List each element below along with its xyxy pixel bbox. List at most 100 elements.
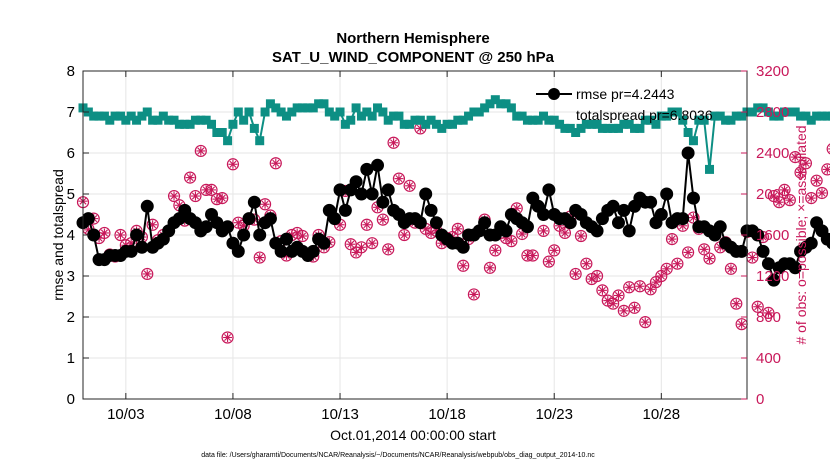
rmse-point	[376, 195, 390, 209]
totalspread-point	[94, 111, 104, 121]
obs-assimilated-point	[635, 281, 645, 291]
totalspread-point	[415, 115, 425, 125]
obs-possible-point	[805, 192, 818, 205]
totalspread-point	[828, 111, 830, 121]
obs-assimilated-point	[769, 191, 779, 201]
rmse-point	[199, 220, 213, 234]
obs-possible-point	[681, 246, 695, 259]
y-right-tick-label: 2000	[756, 186, 789, 203]
obs-assimilated-point	[817, 188, 827, 198]
totalspread-point	[774, 111, 784, 121]
rmse-point	[429, 216, 443, 230]
totalspread-point	[223, 136, 233, 146]
totalspread-point	[447, 119, 457, 129]
rmse-point	[333, 183, 347, 197]
totalspread-point	[196, 115, 206, 125]
rmse-point	[456, 240, 470, 254]
obs-possible-point	[403, 179, 416, 192]
x-tick-label: 10/23	[535, 406, 573, 423]
obs-assimilated-point	[260, 199, 270, 209]
totalspread-point	[367, 111, 377, 121]
x-tick-label: 10/13	[321, 406, 359, 423]
totalspread-point	[490, 95, 500, 105]
totalspread-point	[217, 128, 227, 137]
totalspread-point	[603, 123, 613, 133]
totalspread-point	[207, 119, 217, 129]
obs-assimilated-point	[683, 247, 693, 257]
obs-possible-point	[628, 301, 641, 314]
totalspread-point	[506, 103, 516, 113]
rmse-point	[606, 199, 620, 213]
rmse-point	[478, 216, 492, 230]
totalspread-point	[721, 115, 731, 125]
obs-possible-point	[387, 136, 400, 149]
y-tick-label: 2	[67, 309, 75, 326]
totalspread-point	[817, 111, 827, 121]
totalspread-point	[758, 103, 768, 113]
totalspread-point	[694, 115, 704, 125]
legend-rmse-marker	[548, 88, 560, 100]
totalspread-point	[544, 115, 554, 125]
totalspread-point	[688, 136, 698, 146]
totalspread-point	[501, 99, 511, 109]
obs-possible-point	[751, 300, 764, 313]
totalspread-point	[785, 107, 795, 117]
obs-possible-point	[799, 157, 813, 170]
legend-totalspread-label: totalspread pr=6.8036	[576, 107, 713, 123]
y-right-tick-label: 1600	[756, 227, 789, 244]
rmse-point	[354, 187, 368, 201]
obs-possible-point	[665, 233, 679, 246]
rmse-point	[253, 228, 267, 242]
totalspread-point	[705, 164, 715, 174]
totalspread-point	[389, 111, 399, 121]
rmse-point	[231, 244, 245, 258]
obs-assimilated-point	[351, 247, 361, 257]
obs-assimilated-point	[99, 228, 109, 238]
rmse-point	[761, 257, 775, 271]
obs-possible-point	[167, 189, 181, 203]
rmse-point	[242, 212, 256, 226]
totalspread-point	[613, 123, 623, 133]
totalspread-point	[201, 115, 211, 125]
totalspread-point	[319, 99, 329, 109]
obs-assimilated-point	[812, 176, 822, 186]
totalspread-point	[469, 107, 479, 117]
obs-possible-point	[730, 297, 743, 310]
totalspread-point	[89, 111, 99, 121]
obs-possible-point	[226, 158, 240, 171]
obs-possible-point	[762, 306, 775, 319]
obs-possible-point	[612, 289, 625, 302]
totalspread-point	[378, 107, 388, 117]
totalspread-point	[105, 115, 115, 125]
obs-assimilated-point	[378, 215, 388, 225]
obs-assimilated-point	[806, 193, 816, 203]
obs-possible-point	[366, 237, 379, 250]
obs-assimilated-point	[506, 236, 516, 246]
totalspread-point	[640, 115, 650, 125]
obs-possible-point	[382, 243, 395, 256]
totalspread-point	[330, 111, 340, 121]
rmse-point	[735, 244, 749, 258]
y-right-tick-label: 2800	[756, 104, 789, 121]
obs-assimilated-point	[223, 333, 233, 342]
obs-assimilated-point	[774, 197, 784, 207]
totalspread-point	[453, 115, 463, 125]
obs-assimilated-point	[571, 269, 581, 279]
totalspread-point	[779, 107, 789, 117]
x-tick-label: 10/28	[643, 406, 681, 423]
rmse-point	[644, 195, 658, 209]
totalspread-point	[180, 119, 190, 129]
obs-assimilated-point	[185, 173, 195, 183]
totalspread-point	[110, 111, 120, 121]
rmse-point	[247, 195, 261, 209]
totalspread-point	[228, 119, 238, 129]
obs-assimilated-point	[549, 245, 559, 255]
totalspread-point	[560, 123, 570, 133]
totalspread-point	[667, 107, 677, 117]
x-axis-label: Oct.01,2014 00:00:00 start	[330, 427, 496, 443]
totalspread-point	[426, 115, 436, 125]
rmse-point	[681, 146, 695, 160]
y-tick-label: 4	[67, 227, 75, 244]
obs-assimilated-point	[399, 230, 409, 240]
